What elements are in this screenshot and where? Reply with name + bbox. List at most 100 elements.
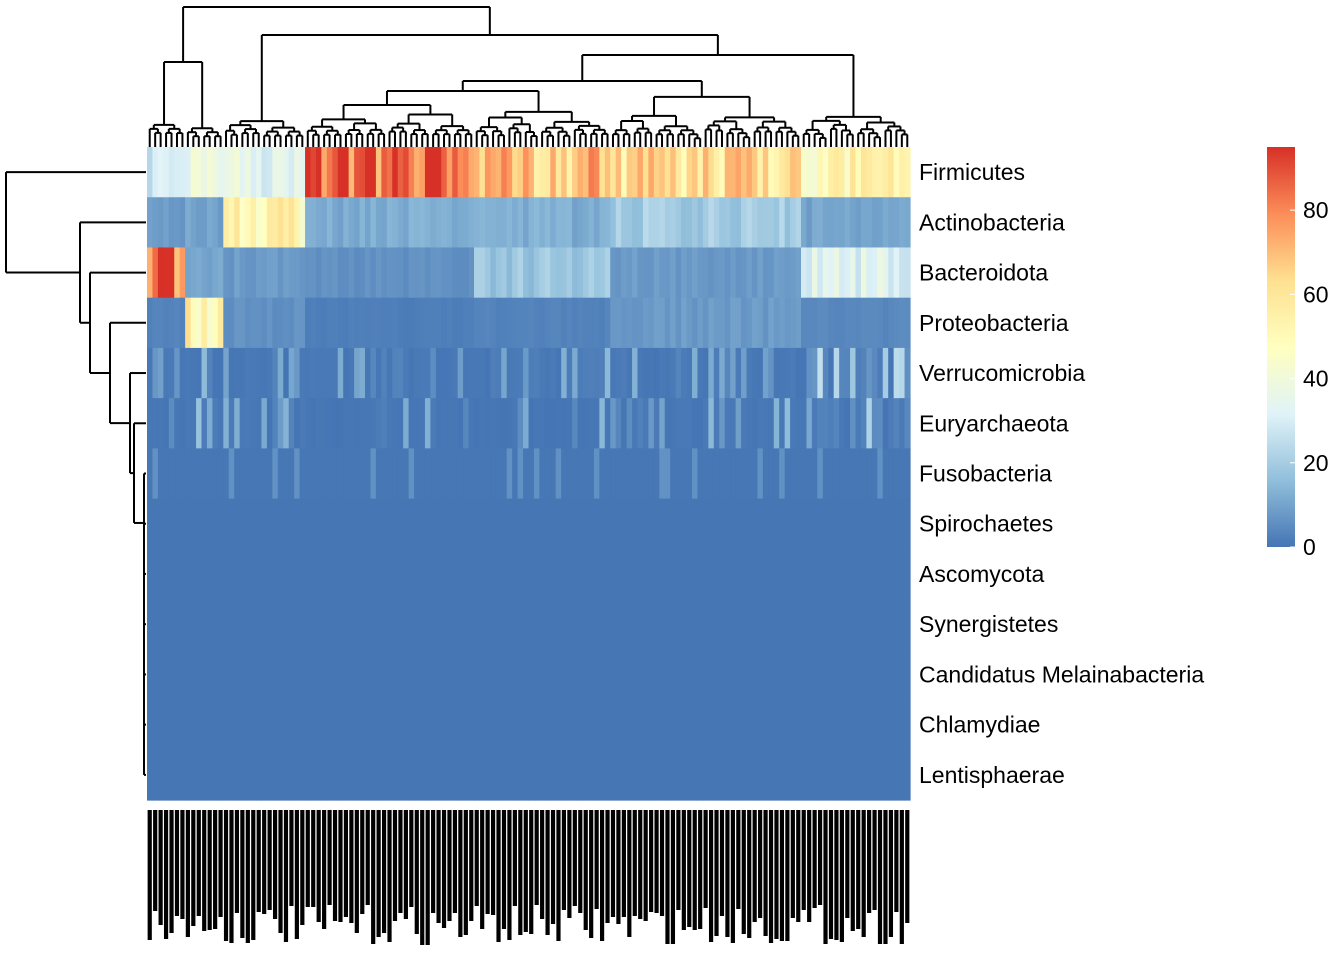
heatmap-cell bbox=[370, 448, 377, 500]
heatmap-cell bbox=[702, 147, 709, 198]
heatmap-cell bbox=[817, 749, 824, 801]
heatmap-cell bbox=[234, 147, 241, 198]
heatmap-cell bbox=[375, 599, 382, 650]
heatmap-cell bbox=[632, 197, 639, 249]
heatmap-cell bbox=[419, 247, 426, 299]
heatmap-cell bbox=[632, 498, 639, 550]
heatmap-cell bbox=[817, 247, 824, 299]
heatmap-cell bbox=[604, 147, 611, 198]
heatmap-cell bbox=[702, 749, 709, 801]
heatmap-cell bbox=[572, 498, 579, 550]
heatmap-cell bbox=[550, 247, 557, 299]
heatmap-cell bbox=[653, 749, 660, 801]
heatmap-cell bbox=[675, 699, 682, 751]
heatmap-cell bbox=[741, 749, 748, 801]
heatmap-cell bbox=[206, 498, 213, 550]
heatmap-cell bbox=[234, 749, 241, 801]
heatmap-cell bbox=[593, 749, 600, 801]
heatmap-cell bbox=[577, 398, 584, 449]
heatmap-cell bbox=[403, 749, 410, 801]
heatmap-cell bbox=[294, 699, 301, 751]
heatmap-cell bbox=[479, 749, 486, 801]
heatmap-cell bbox=[354, 448, 361, 500]
heatmap-cell bbox=[408, 649, 415, 701]
heatmap-cell bbox=[697, 599, 704, 650]
heatmap-cell bbox=[686, 699, 693, 751]
heatmap-cell bbox=[860, 599, 867, 650]
heatmap-cell bbox=[506, 498, 513, 550]
heatmap-cell bbox=[708, 448, 715, 500]
heatmap-cell bbox=[550, 749, 557, 801]
heatmap-cell bbox=[795, 247, 802, 299]
heatmap-cell bbox=[441, 297, 448, 349]
heatmap-cell bbox=[517, 749, 524, 801]
heatmap-cell bbox=[850, 147, 857, 198]
heatmap-cell bbox=[326, 749, 333, 801]
heatmap-cell bbox=[256, 297, 263, 349]
heatmap-cell bbox=[386, 297, 393, 349]
heatmap-cell bbox=[163, 347, 170, 399]
heatmap-cell bbox=[479, 347, 486, 399]
heatmap-cell bbox=[468, 749, 475, 801]
heatmap-cell bbox=[234, 498, 241, 550]
heatmap-cell bbox=[190, 297, 197, 349]
heatmap-cell bbox=[637, 749, 644, 801]
heatmap-cell bbox=[751, 548, 758, 600]
heatmap-cell bbox=[773, 749, 780, 801]
heatmap-cell bbox=[632, 599, 639, 650]
heatmap-cell bbox=[599, 147, 606, 198]
heatmap-cell bbox=[621, 548, 628, 600]
heatmap-cell bbox=[844, 197, 851, 249]
heatmap-cell bbox=[860, 297, 867, 349]
heatmap-cell bbox=[277, 599, 284, 650]
heatmap-cell bbox=[817, 699, 824, 751]
heatmap-cell bbox=[446, 347, 453, 399]
heatmap-cell bbox=[452, 347, 459, 399]
heatmap-cell bbox=[452, 498, 459, 550]
heatmap-cell bbox=[201, 649, 208, 701]
heatmap-cell bbox=[746, 197, 753, 249]
heatmap-cell bbox=[512, 197, 519, 249]
heatmap-cell bbox=[239, 297, 246, 349]
heatmap-cell bbox=[250, 699, 257, 751]
heatmap-cell bbox=[735, 347, 742, 399]
heatmap-cell bbox=[708, 749, 715, 801]
heatmap-cell bbox=[599, 548, 606, 600]
heatmap-cell bbox=[866, 599, 873, 650]
heatmap-cell bbox=[681, 599, 688, 650]
heatmap-cell bbox=[839, 498, 846, 550]
heatmap-cell bbox=[533, 347, 540, 399]
heatmap-cell bbox=[337, 398, 344, 449]
heatmap-cell bbox=[206, 297, 213, 349]
heatmap-cell bbox=[762, 548, 769, 600]
heatmap-cell bbox=[386, 498, 393, 550]
heatmap-cell bbox=[795, 197, 802, 249]
heatmap-cell bbox=[561, 197, 568, 249]
heatmap-cell bbox=[201, 398, 208, 449]
heatmap-cell bbox=[452, 649, 459, 701]
heatmap-cell bbox=[817, 147, 824, 198]
heatmap-cell bbox=[762, 398, 769, 449]
heatmap-cell bbox=[817, 649, 824, 701]
heatmap-cell bbox=[790, 347, 797, 399]
heatmap-cell bbox=[730, 398, 737, 449]
heatmap-cell bbox=[561, 599, 568, 650]
heatmap-cell bbox=[544, 247, 551, 299]
heatmap-cell bbox=[468, 147, 475, 198]
heatmap-cell bbox=[888, 498, 895, 550]
heatmap-cell bbox=[888, 448, 895, 500]
heatmap-cell bbox=[713, 247, 720, 299]
heatmap-cell bbox=[479, 247, 486, 299]
heatmap-cell bbox=[397, 197, 404, 249]
heatmap-cell bbox=[860, 498, 867, 550]
heatmap-cell bbox=[174, 548, 181, 600]
heatmap-cell bbox=[179, 398, 186, 449]
heatmap-cell bbox=[408, 247, 415, 299]
heatmap-cell bbox=[196, 649, 203, 701]
heatmap-cell bbox=[223, 398, 230, 449]
heatmap-cell bbox=[261, 498, 268, 550]
heatmap-cell bbox=[463, 297, 470, 349]
heatmap-cell bbox=[228, 247, 235, 299]
heatmap-cell bbox=[528, 347, 535, 399]
heatmap-cell bbox=[626, 749, 633, 801]
